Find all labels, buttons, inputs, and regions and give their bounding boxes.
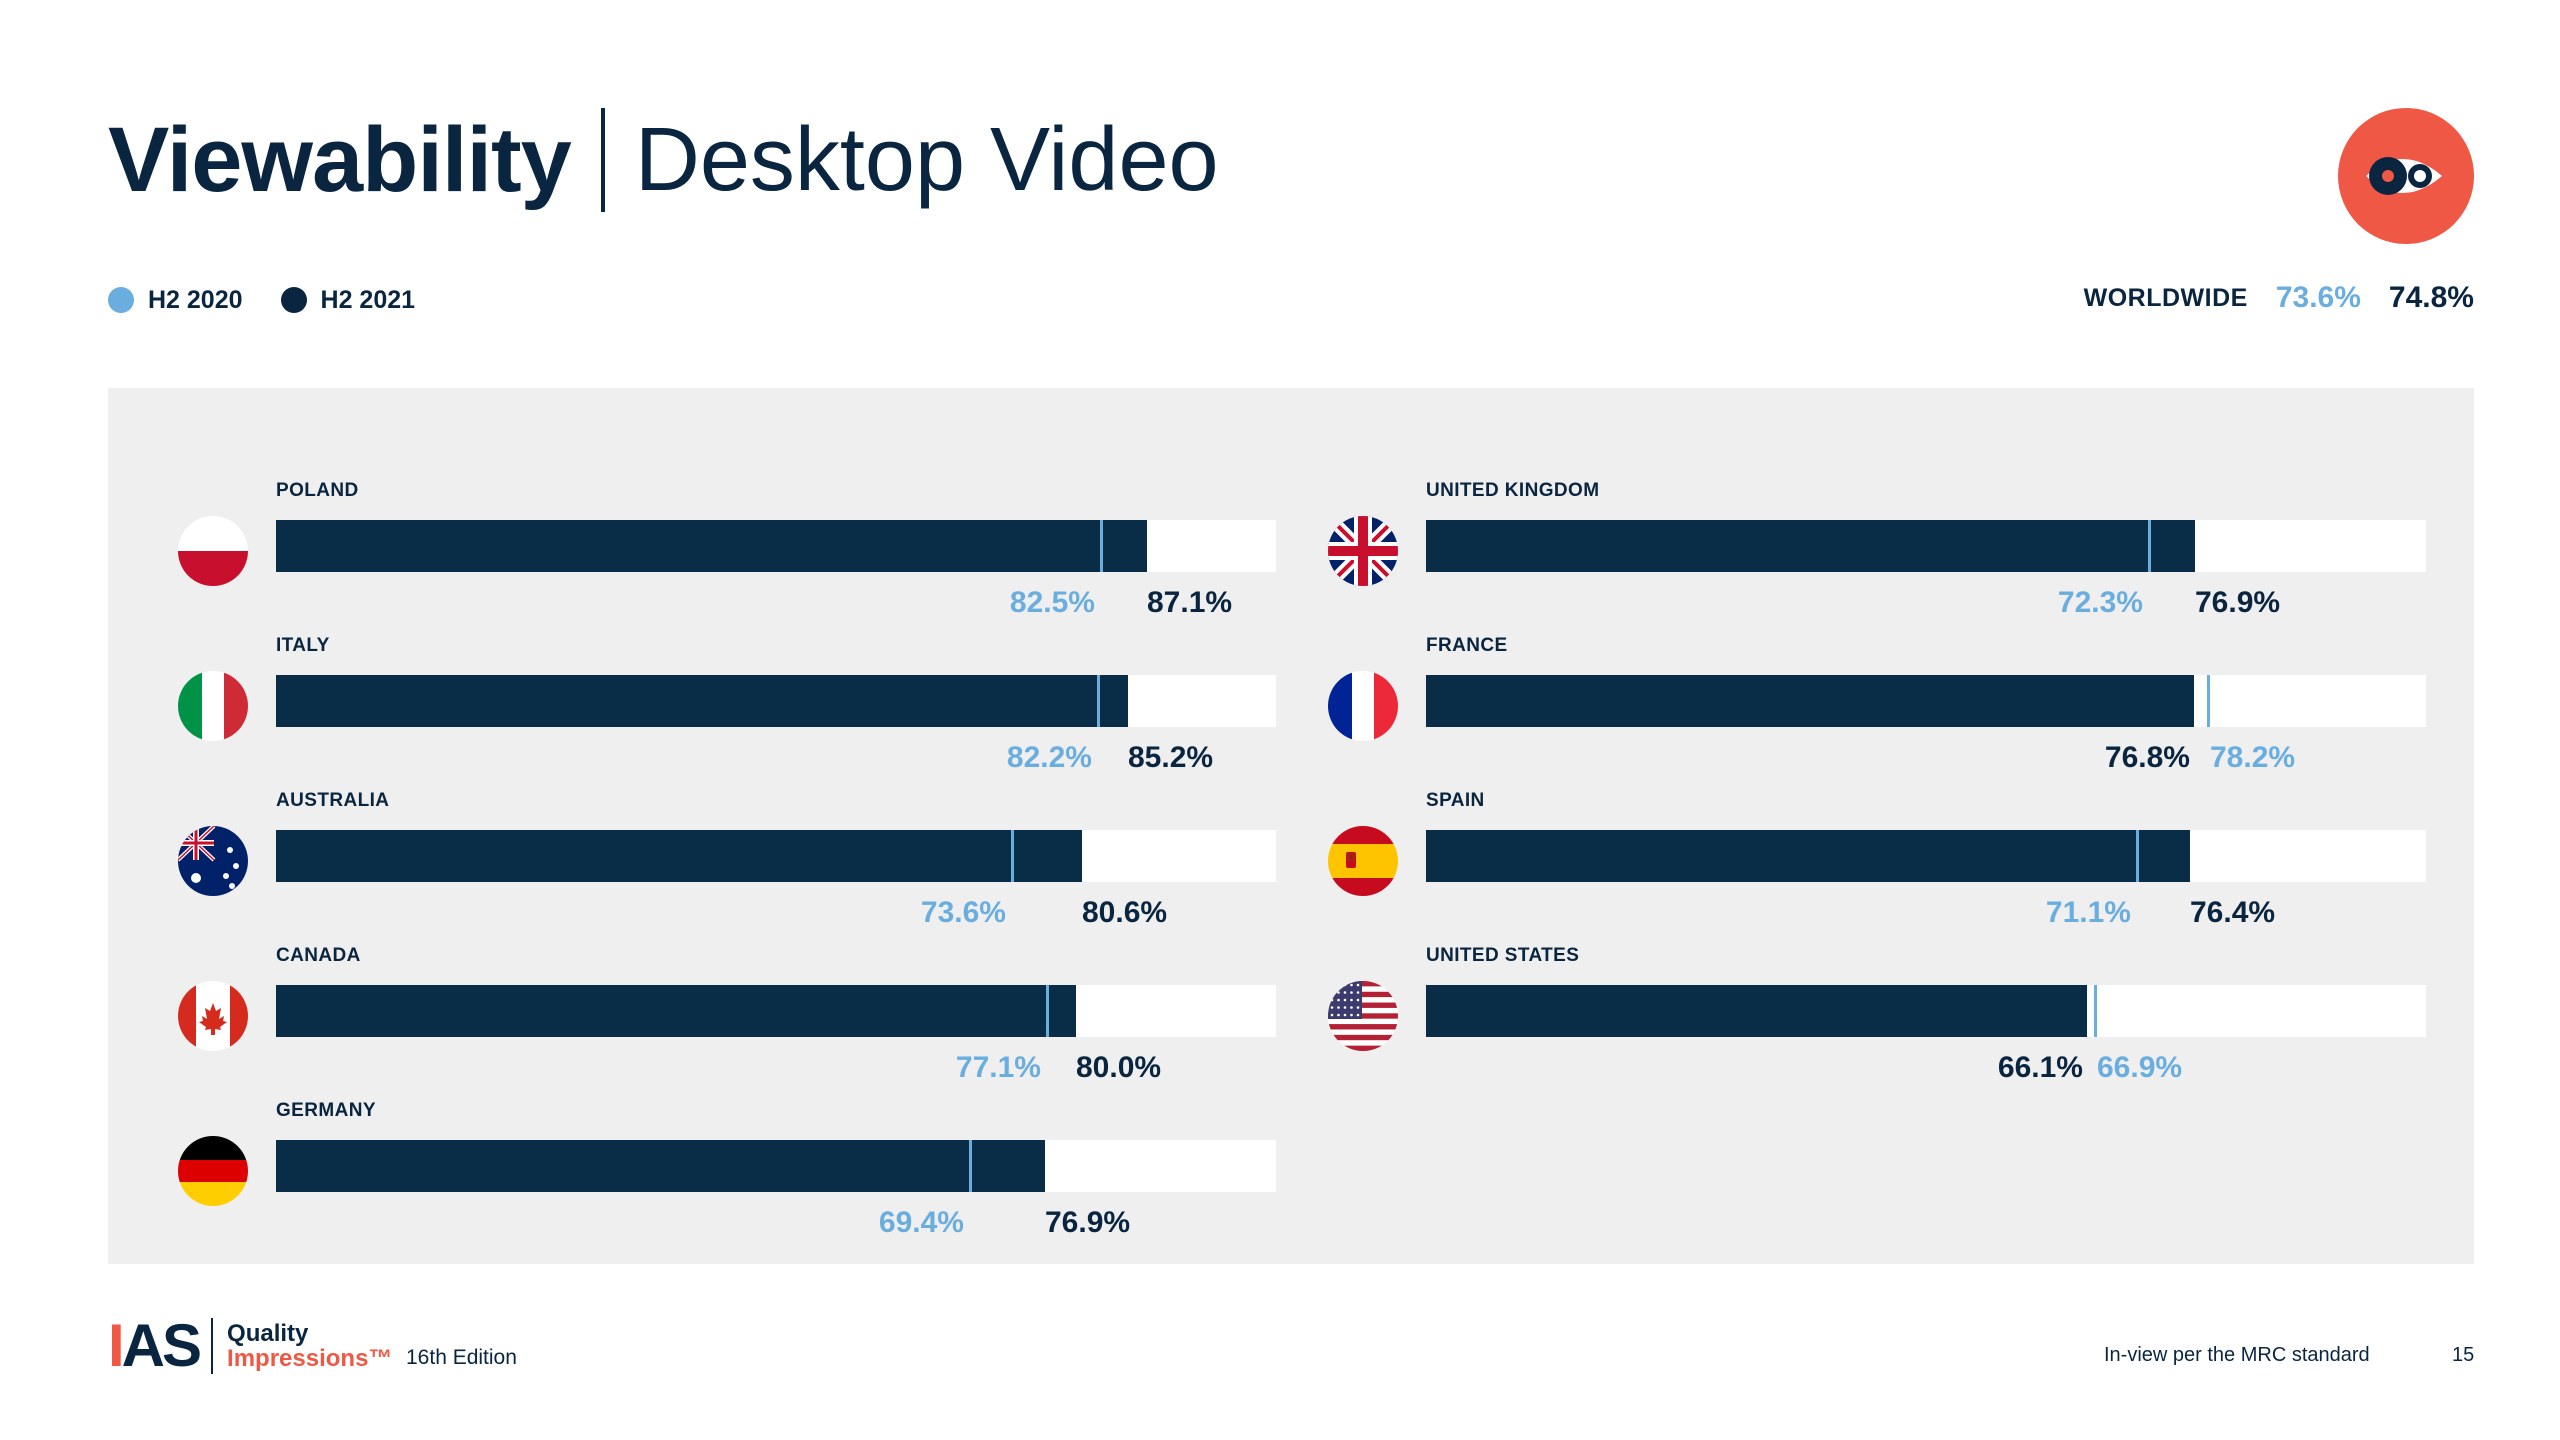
bar-h2-2021-canada: [276, 985, 1076, 1037]
bar-h2-2021-germany: [276, 1140, 1045, 1192]
value-h2-2020-united-kingdom: 72.3%: [2057, 586, 2143, 619]
bar-track-spain: [1426, 830, 2426, 882]
worldwide-h2-2021: 74.8%: [2388, 281, 2474, 314]
legend-item-h2-2020: H2 2020: [108, 286, 243, 315]
legend-dot-h2-2020: [108, 287, 134, 313]
logo-divider: [211, 1318, 214, 1374]
bar-track-united-kingdom: [1426, 520, 2426, 572]
us-flag-icon: [1328, 981, 1398, 1051]
bar-track-italy: [276, 675, 1276, 727]
bar-h2-2021-poland: [276, 520, 1147, 572]
country-name-france: FRANCE: [1426, 635, 1508, 656]
legend-label-h2-2021: H2 2021: [320, 285, 416, 314]
poland-flag-icon: [178, 516, 248, 586]
page-number: 15: [2452, 1344, 2475, 1366]
country-name-united-states: UNITED STATES: [1426, 945, 1580, 966]
title-light: Desktop Video: [634, 109, 1219, 210]
bar-track-germany: [276, 1140, 1276, 1192]
legend-dot-h2-2021: [280, 287, 307, 313]
bar-track-united-states: [1426, 985, 2426, 1037]
bar-track-australia: [276, 830, 1276, 882]
chart-panel: POLAND 82.5% 87.1% ITALY 82.2% 85.2% AUSTRALIA…: [108, 388, 2474, 1264]
canada-flag-icon: [178, 981, 248, 1051]
worldwide-summary: WORLDWIDE 73.6% 74.8%: [2084, 278, 2474, 318]
value-h2-2021-united-kingdom: 76.9%: [2195, 586, 2281, 619]
country-name-canada: CANADA: [276, 945, 361, 966]
title-strong: Viewability: [108, 108, 572, 211]
country-name-poland: POLAND: [276, 480, 359, 501]
value-h2-2021-spain: 76.4%: [2190, 896, 2276, 929]
country-name-spain: SPAIN: [1426, 790, 1485, 811]
marker-h2-2020-germany: [968, 1140, 972, 1192]
logo-line-1: Quality: [227, 1319, 309, 1347]
value-h2-2020-france: 78.2%: [2210, 741, 2296, 774]
legend-item-h2-2021: H2 2021: [280, 285, 416, 315]
bar-h2-2021-france: [1426, 675, 2194, 727]
bar-h2-2021-united-states: [1426, 985, 2087, 1037]
marker-h2-2020-australia: [1010, 830, 1014, 882]
legend: H2 2020 H2 2021: [108, 282, 453, 318]
page-title: Viewability Desktop Video: [108, 100, 1219, 220]
logo-line-2: Impressions™: [227, 1345, 393, 1372]
country-name-italy: ITALY: [276, 635, 330, 656]
value-h2-2020-united-states: 66.9%: [2097, 1051, 2183, 1084]
quality-impressions-wordmark: Quality Impressions™: [227, 1319, 393, 1372]
eye-icon: [2338, 108, 2474, 244]
value-h2-2021-australia: 80.6%: [1082, 896, 1168, 929]
marker-h2-2020-united-states: [2093, 985, 2097, 1037]
value-h2-2020-australia: 73.6%: [920, 896, 1006, 929]
marker-h2-2020-poland: [1099, 520, 1103, 572]
bar-h2-2021-italy: [276, 675, 1128, 727]
value-h2-2020-poland: 82.5%: [1009, 586, 1095, 619]
title-divider: [600, 108, 605, 212]
ias-wordmark: IAS: [108, 1312, 202, 1379]
marker-h2-2020-canada: [1045, 985, 1049, 1037]
australia-flag-icon: [178, 826, 248, 896]
edition-label: 16th Edition: [406, 1346, 517, 1369]
value-h2-2020-germany: 69.4%: [878, 1206, 964, 1239]
bar-track-poland: [276, 520, 1276, 572]
bar-track-france: [1426, 675, 2426, 727]
uk-flag-icon: [1328, 516, 1398, 586]
footnote: In-view per the MRC standard: [2104, 1344, 2370, 1366]
country-name-united-kingdom: UNITED KINGDOM: [1426, 480, 1600, 501]
value-h2-2020-canada: 77.1%: [955, 1051, 1041, 1084]
bar-h2-2021-australia: [276, 830, 1082, 882]
bar-h2-2021-united-kingdom: [1426, 520, 2195, 572]
value-h2-2021-france: 76.8%: [2104, 741, 2190, 774]
value-h2-2020-italy: 82.2%: [1006, 741, 1092, 774]
germany-flag-icon: [178, 1136, 248, 1206]
marker-h2-2020-france: [2206, 675, 2210, 727]
ias-logo: IAS Quality Impressions™: [108, 1316, 392, 1376]
country-name-germany: GERMANY: [276, 1100, 376, 1121]
country-name-australia: AUSTRALIA: [276, 790, 390, 811]
worldwide-label: WORLDWIDE: [2083, 283, 2248, 312]
marker-h2-2020-spain: [2135, 830, 2139, 882]
marker-h2-2020-italy: [1096, 675, 1100, 727]
legend-label-h2-2020: H2 2020: [148, 285, 243, 314]
spain-flag-icon: [1328, 826, 1398, 896]
value-h2-2020-spain: 71.1%: [2045, 896, 2131, 929]
value-h2-2021-canada: 80.0%: [1076, 1051, 1162, 1084]
worldwide-h2-2020: 73.6%: [2275, 281, 2361, 314]
bar-track-canada: [276, 985, 1276, 1037]
italy-flag-icon: [178, 671, 248, 741]
france-flag-icon: [1328, 671, 1398, 741]
marker-h2-2020-united-kingdom: [2147, 520, 2151, 572]
bar-h2-2021-spain: [1426, 830, 2190, 882]
value-h2-2021-united-states: 66.1%: [1997, 1051, 2083, 1084]
value-h2-2021-poland: 87.1%: [1147, 586, 1233, 619]
value-h2-2021-italy: 85.2%: [1128, 741, 1214, 774]
value-h2-2021-germany: 76.9%: [1045, 1206, 1131, 1239]
